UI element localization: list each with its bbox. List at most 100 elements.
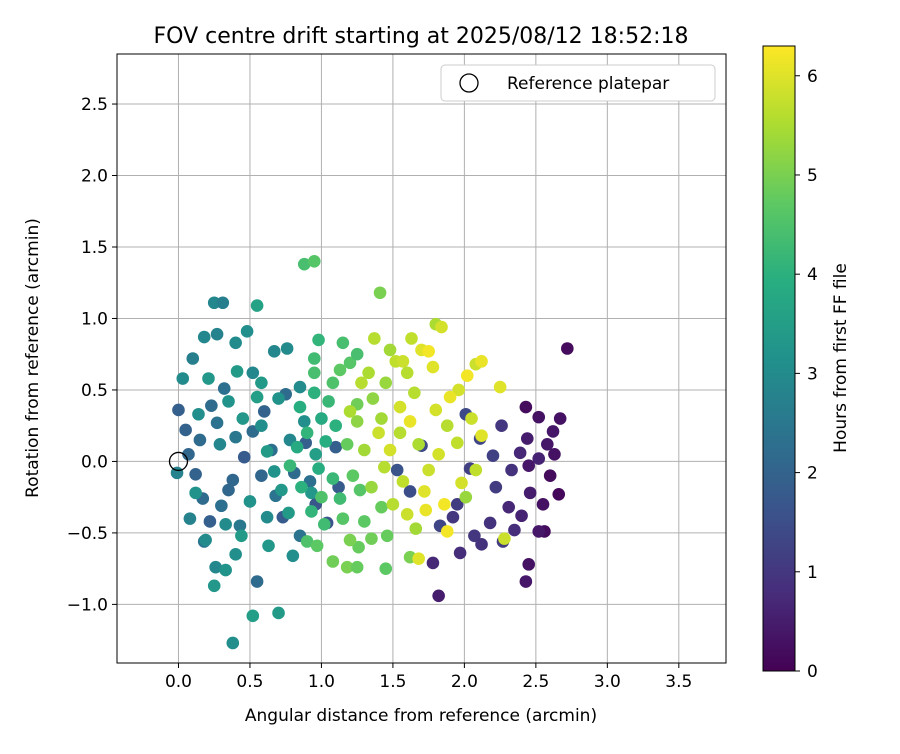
- scatter-point: [340, 560, 354, 574]
- scatter-point: [522, 459, 536, 473]
- scatter-point: [383, 343, 397, 357]
- scatter-point: [203, 515, 217, 528]
- scatter-point: [400, 366, 414, 380]
- scatter-point: [418, 485, 431, 498]
- scatter-point: [468, 529, 481, 543]
- scatter-point: [469, 463, 483, 477]
- scatter-point: [243, 495, 257, 508]
- scatter-point: [312, 462, 325, 475]
- scatter-point: [450, 436, 464, 450]
- scatter-point: [343, 405, 357, 418]
- scatter-point: [379, 562, 393, 575]
- scatter-point: [543, 469, 557, 483]
- scatter-point: [229, 548, 242, 561]
- scatter-point: [275, 483, 288, 497]
- scatter-point: [552, 488, 566, 501]
- scatter-point: [343, 356, 357, 370]
- scatter-point: [230, 365, 244, 378]
- scatter-point: [197, 330, 211, 344]
- scatter-point: [217, 382, 231, 395]
- scatter-point: [378, 460, 391, 474]
- scatter-point: [438, 498, 451, 511]
- scatter-point: [310, 539, 324, 553]
- scatter-point: [240, 325, 254, 338]
- scatter-point: [432, 589, 445, 603]
- scatter-point: [412, 437, 425, 451]
- scatter-point: [229, 336, 242, 350]
- scatter-point: [365, 532, 378, 545]
- scatter-point: [216, 296, 230, 310]
- scatter-point: [307, 352, 321, 365]
- y-tick-label: −1.0: [67, 595, 108, 615]
- x-axis-label: Angular distance from reference (arcmin): [245, 706, 597, 726]
- scatter-point: [305, 505, 318, 518]
- scatter-point: [515, 509, 528, 523]
- scatter-point: [368, 332, 381, 345]
- scatter-point: [297, 257, 311, 271]
- scatter-point: [350, 415, 364, 428]
- colorbar-tick-label: 1: [807, 563, 818, 583]
- colorbar-tick-label: 0: [807, 662, 818, 682]
- scatter-point: [305, 486, 318, 500]
- x-tick-label: 3.5: [665, 672, 692, 692]
- y-tick-label: 1.5: [81, 238, 108, 258]
- x-tick-label: 1.5: [379, 672, 406, 692]
- scatter-point: [532, 525, 546, 538]
- scatter-point: [210, 327, 224, 341]
- scatter-point: [353, 483, 367, 497]
- scatter-point: [229, 430, 242, 444]
- scatter-point: [443, 390, 457, 404]
- scatter-point: [192, 407, 205, 421]
- scatter-point: [272, 606, 285, 620]
- scatter-point: [546, 425, 560, 438]
- scatter-point: [522, 558, 536, 571]
- scatter-point: [366, 392, 380, 405]
- scatter-point: [257, 405, 271, 418]
- scatter-point: [519, 575, 533, 588]
- scatter-point: [219, 518, 232, 531]
- scatter-point: [372, 426, 385, 440]
- scatter-point: [333, 492, 347, 505]
- colorbar-label: Hours from first FF file: [831, 263, 851, 453]
- scatter-point: [383, 443, 397, 457]
- reference-platepar-marker: [168, 451, 189, 472]
- scatter-point: [493, 380, 507, 394]
- scatter-point: [450, 498, 464, 511]
- reference-marker-layer: [168, 451, 189, 472]
- scatter-point: [405, 332, 418, 345]
- scatter-point: [435, 320, 448, 334]
- scatter-point: [209, 560, 222, 574]
- scatter-point: [267, 345, 281, 358]
- scatter-point: [426, 360, 440, 374]
- scatter-point: [393, 426, 407, 440]
- scatter-point: [422, 463, 435, 477]
- scatter-point: [322, 395, 335, 408]
- scatter-point: [362, 366, 375, 380]
- scatter-point: [315, 412, 328, 425]
- scatter-point: [280, 342, 294, 355]
- x-tick-label: 1.0: [308, 672, 335, 692]
- x-tick-label: 2.0: [451, 672, 478, 692]
- scatter-point: [235, 529, 248, 543]
- scatter-point: [336, 512, 350, 525]
- scatter-point: [226, 473, 240, 487]
- scatter-point: [222, 395, 235, 408]
- x-tick-label: 3.0: [594, 672, 621, 692]
- scatter-point: [307, 366, 321, 380]
- x-tick-label: 2.5: [522, 672, 549, 692]
- scatter-point: [459, 490, 473, 504]
- scatter-point: [182, 447, 195, 461]
- scatter-point: [226, 636, 240, 650]
- scatter-point: [426, 556, 440, 570]
- scatter-point: [207, 579, 221, 593]
- scatter-point: [505, 463, 518, 477]
- scatter-point: [255, 419, 268, 432]
- scatter-point: [222, 483, 235, 497]
- scatter-point: [326, 555, 340, 568]
- scatter-point: [536, 498, 550, 511]
- scatter-point: [432, 447, 445, 461]
- scatter-point: [455, 476, 468, 490]
- scatter-point: [260, 445, 274, 458]
- scatter-point: [373, 286, 387, 300]
